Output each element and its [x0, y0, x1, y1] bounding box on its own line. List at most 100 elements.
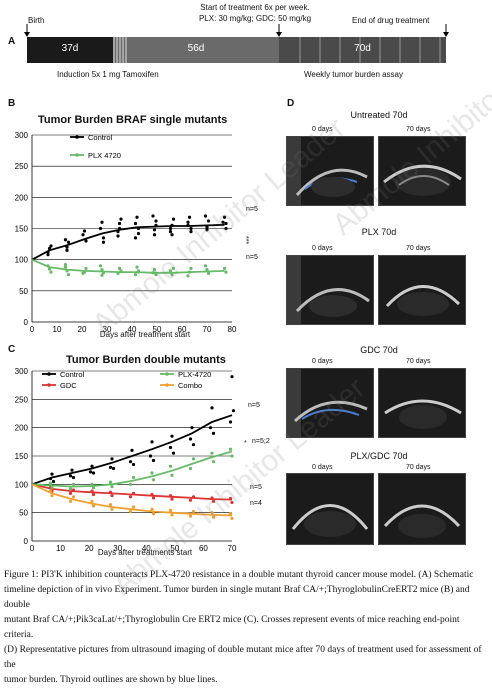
legend-label: PLX-4720: [178, 370, 211, 379]
timeline-start-treatment: Start of treatment 6x per week.: [200, 3, 310, 12]
y-tick-label: 150: [15, 225, 29, 234]
data-point: [84, 239, 88, 243]
label-0-days: 0 days: [312, 245, 333, 252]
timeline-weekly-label: Weekly tumor burden assay: [304, 70, 404, 79]
ultrasound-image-day70: [378, 255, 466, 325]
group-title: GDC 70d: [360, 345, 398, 355]
data-point: [133, 273, 138, 277]
data-point: [151, 478, 156, 482]
data-point: [211, 460, 216, 464]
legend-marker: [47, 383, 51, 387]
data-point: [50, 486, 54, 490]
chart-c-title: Tumor Burden double mutants: [66, 354, 226, 366]
ultrasound-group-untreated: Untreated 70d 0 days 70 days: [284, 110, 474, 210]
data-point: [168, 508, 173, 512]
data-point: [49, 244, 53, 248]
caption-line: (D) Representative pictures from ultraso…: [4, 645, 482, 670]
x-tick-label: 60: [199, 544, 208, 553]
group-title: PLX/GDC 70d: [350, 451, 408, 461]
ultrasound-image-day70: [378, 368, 466, 438]
data-point: [190, 426, 194, 430]
y-tick-label: 250: [15, 395, 29, 404]
data-point: [49, 270, 53, 274]
timeline-seg3-label: 70d: [354, 43, 371, 54]
data-point: [168, 464, 173, 468]
x-tick-label: 60: [178, 325, 187, 334]
timeline-seg1-label: 37d: [61, 43, 79, 54]
data-point: [152, 268, 157, 272]
chart-c-n2: n=5;2: [252, 438, 270, 445]
data-point: [151, 496, 156, 500]
data-point: [91, 486, 96, 490]
chart-c-n1: n=5: [248, 402, 260, 409]
data-point: [100, 273, 104, 277]
data-point: [189, 230, 193, 234]
data-point: [151, 512, 156, 516]
x-tick-label: 70: [203, 325, 212, 334]
data-point: [88, 470, 93, 474]
series-line: [31, 223, 225, 261]
ultrasound-image-day0: [286, 136, 374, 206]
ultrasound-group-plx: PLX 70d 0 days 70 days: [284, 227, 474, 327]
data-point: [170, 233, 174, 237]
data-point: [170, 273, 174, 277]
data-point: [206, 219, 211, 223]
chart-b-title: Tumor Burden BRAF single mutants: [38, 114, 228, 126]
data-point: [150, 471, 154, 475]
data-point: [150, 507, 154, 511]
data-point: [82, 229, 87, 233]
y-tick-label: 200: [15, 193, 29, 202]
data-point: [188, 498, 193, 502]
data-point: [50, 472, 54, 476]
data-point: [63, 263, 68, 267]
data-point: [189, 266, 193, 270]
data-point: [50, 494, 54, 498]
data-point: [230, 454, 234, 458]
data-point: [188, 514, 193, 518]
chart-b-xlabel: Days after treatment start: [99, 330, 191, 339]
label-0-days: 0 days: [312, 126, 333, 133]
data-point: [168, 230, 173, 234]
data-point: [205, 225, 209, 229]
data-point: [68, 499, 73, 503]
data-point: [205, 228, 209, 232]
data-point: [228, 447, 233, 451]
y-tick-label: 250: [15, 162, 29, 171]
label-70-days: 70 days: [406, 126, 431, 133]
y-tick-label: 100: [15, 256, 29, 265]
data-point: [90, 499, 94, 503]
chart-c: 0 50 100 150 200 250 300 0 10 20 30 40 50 60 70 Control…: [15, 367, 237, 553]
y-tick-label: 0: [24, 318, 29, 327]
data-point: [65, 248, 69, 252]
x-tick-label: 10: [53, 325, 62, 334]
data-point: [110, 494, 114, 498]
data-point: [151, 458, 156, 463]
label-70-days: 70 days: [406, 245, 431, 252]
series-line: [31, 414, 233, 486]
data-point: [222, 266, 227, 270]
data-point: [66, 273, 71, 277]
data-point: [171, 217, 176, 221]
data-point: [191, 457, 196, 461]
data-point: [170, 497, 174, 501]
legend-marker: [47, 372, 51, 376]
data-point: [187, 215, 192, 219]
panel-a-letter: A: [8, 36, 16, 47]
y-tick-label: 150: [15, 452, 29, 461]
data-point: [111, 466, 116, 471]
data-point: [171, 266, 176, 270]
chart-c-n3: n=5: [250, 484, 262, 491]
data-point: [151, 214, 155, 218]
data-point: [84, 266, 88, 270]
data-point: [81, 271, 85, 275]
y-tick-label: 300: [15, 367, 29, 376]
data-point: [231, 409, 236, 413]
data-point: [101, 240, 106, 244]
legend-label: PLX 4720: [88, 151, 121, 160]
data-point: [230, 516, 234, 520]
data-point: [117, 221, 122, 226]
data-point: [148, 454, 153, 458]
x-tick-label: 0: [30, 544, 35, 553]
series-line: [31, 450, 233, 488]
data-point: [71, 495, 76, 499]
